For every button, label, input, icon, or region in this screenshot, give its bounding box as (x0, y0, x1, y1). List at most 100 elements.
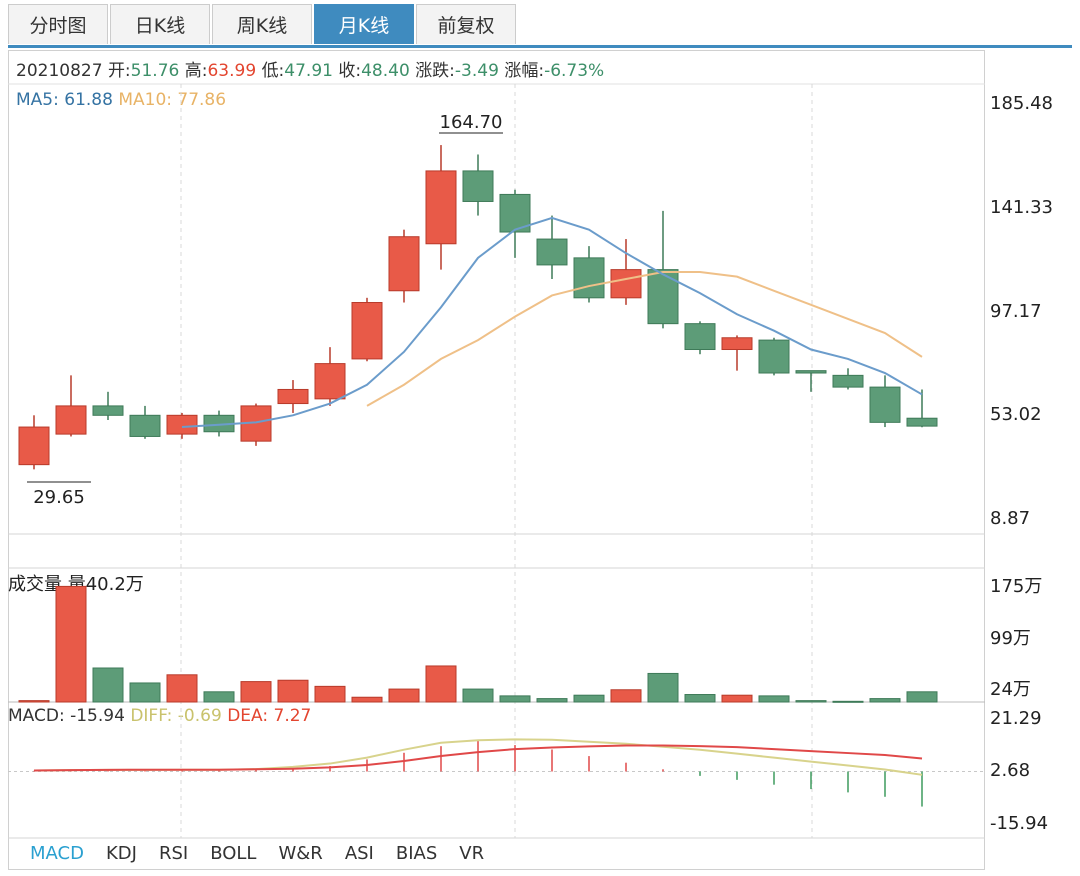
info-date: 20210827 (16, 61, 103, 81)
indicator-tab-bias[interactable]: BIAS (395, 843, 438, 864)
candle-body-21 (795, 370, 827, 374)
candle-body-9 (351, 302, 383, 360)
info-close: 48.40 (361, 61, 410, 81)
volume-bar-15 (573, 694, 605, 703)
volume-bar-19 (721, 694, 753, 703)
candle-body-8 (314, 363, 346, 400)
volume-bar-10 (388, 688, 420, 703)
volume-bar-3 (129, 682, 161, 703)
candle-body-0 (18, 426, 50, 466)
indicator-tab-kdj[interactable]: KDJ (105, 843, 137, 864)
ma10-value: 77.86 (177, 90, 227, 110)
indicator-tabs: MACD KDJ RSI BOLL W&R ASI BIAS VR (30, 843, 506, 864)
ohlc-info: 20210827 开:51.76 高:63.99 低:47.91 收:48.40… (16, 56, 604, 81)
info-low-label: 低: (261, 61, 285, 81)
volume-tick-1: 99万 (990, 627, 1031, 649)
volume-label: 成交量 量40.2万 (8, 574, 144, 595)
min-price-label: 29.65 (33, 487, 85, 508)
candle-body-11 (425, 170, 457, 245)
ma5-line (181, 216, 923, 429)
max-price-label: 164.70 (440, 112, 503, 133)
macd-label: MACD: (8, 706, 65, 726)
candle-body-4 (166, 414, 198, 435)
candle-body-2 (92, 405, 124, 416)
dea-label: DEA: (227, 706, 269, 726)
tab-underline (8, 45, 1072, 48)
volume-bar-8 (314, 685, 346, 703)
tab-0[interactable]: 分时图 (8, 4, 108, 44)
info-close-label: 收: (338, 61, 362, 81)
tab-4[interactable]: 前复权 (416, 4, 516, 44)
price-tick-1: 141.33 (990, 196, 1053, 218)
indicator-tab-wr[interactable]: W&R (278, 843, 323, 864)
indicator-tab-macd[interactable]: MACD (30, 843, 84, 864)
volume-bar-21 (795, 700, 827, 703)
candle-body-3 (129, 414, 161, 437)
volume-bar-7 (277, 679, 309, 703)
volume-bar-0 (18, 700, 50, 703)
candle-body-14 (536, 238, 568, 266)
ma10-line (366, 270, 923, 407)
candle-body-1 (55, 405, 87, 435)
volume-bar-24 (906, 691, 938, 703)
macd-legend: MACD: -15.94 DIFF: -0.69 DEA: 7.27 (8, 706, 311, 726)
candle-body-15 (573, 257, 605, 299)
price-tick-4: 8.87 (990, 508, 1031, 529)
price-tick-3: 53.02 (990, 404, 1042, 426)
volume-tick-0: 175万 (990, 576, 1043, 597)
volume-bar-12 (462, 688, 494, 703)
price-tick-2: 97.17 (990, 300, 1042, 322)
ma-legend: MA5: 61.88 MA10: 77.86 (16, 90, 226, 110)
volume-tick-2: 24万 (990, 678, 1031, 700)
info-change: -3.49 (454, 61, 499, 81)
volume-bar-9 (351, 696, 383, 703)
volume-bar-2 (92, 667, 124, 703)
info-change-label: 涨跌: (415, 61, 455, 81)
tab-2[interactable]: 周K线 (212, 4, 312, 44)
dea-line (33, 744, 923, 772)
candle-body-16 (610, 269, 642, 299)
candle-body-17 (647, 269, 679, 325)
volume-bar-17 (647, 672, 679, 703)
macd-tick-0: 21.29 (990, 708, 1042, 729)
indicator-tab-asi[interactable]: ASI (344, 843, 374, 864)
ma10-label: MA10: (118, 90, 172, 110)
info-high: 63.99 (207, 61, 257, 81)
macd-tick-2: -15.94 (990, 813, 1049, 834)
indicator-tab-vr[interactable]: VR (459, 843, 485, 864)
tab-1[interactable]: 日K线 (110, 4, 210, 44)
candle-body-12 (462, 170, 494, 202)
indicator-tab-boll[interactable]: BOLL (210, 843, 257, 864)
volume-bar-4 (166, 674, 198, 703)
chart-frame (8, 50, 985, 870)
info-pct-label: 涨幅: (504, 61, 545, 81)
chart-tabs: 分时图 日K线 周K线 月K线 前复权 (8, 4, 518, 46)
candle-body-24 (906, 417, 938, 427)
candle-body-22 (832, 374, 864, 388)
info-pct: -6.73% (544, 61, 605, 81)
candle-body-18 (684, 323, 716, 351)
price-tick-0: 185.48 (990, 93, 1053, 114)
volume-bar-22 (832, 700, 864, 703)
candle-body-10 (388, 236, 420, 292)
candle-body-7 (277, 388, 309, 405)
macd-value: -15.94 (70, 706, 125, 726)
info-open: 51.76 (130, 61, 180, 81)
diff-label: DIFF: (130, 706, 173, 726)
volume-bar-11 (425, 665, 457, 703)
volume-bar-1 (55, 585, 87, 703)
info-high-label: 高: (184, 61, 208, 81)
candle-body-19 (721, 337, 753, 351)
tab-3[interactable]: 月K线 (314, 4, 414, 44)
volume-bar-18 (684, 694, 716, 703)
diff-value: -0.69 (177, 706, 222, 726)
ma5-value: 61.88 (64, 90, 113, 110)
candle-body-20 (758, 339, 790, 374)
macd-tick-1: 2.68 (990, 760, 1031, 782)
dea-value: 7.27 (273, 706, 312, 726)
volume-bar-23 (869, 698, 901, 703)
volume-bar-5 (203, 691, 235, 703)
info-open-label: 开: (107, 61, 131, 81)
indicator-tab-rsi[interactable]: RSI (158, 843, 189, 864)
